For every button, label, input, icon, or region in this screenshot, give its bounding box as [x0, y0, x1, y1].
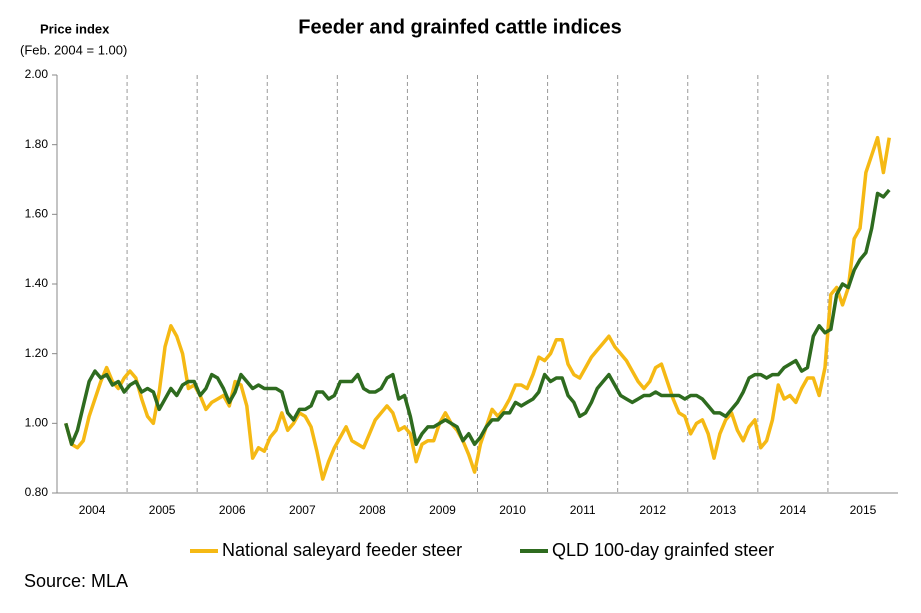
x-tick-label: 2008	[359, 503, 386, 517]
y-tick-label: 1.00	[25, 416, 49, 430]
y-tick-label: 1.60	[25, 207, 49, 221]
x-tick-label: 2004	[79, 503, 106, 517]
x-tick-label: 2011	[570, 503, 596, 517]
x-tick-label: 2013	[709, 503, 736, 517]
legend-label: National saleyard feeder steer	[222, 540, 462, 560]
x-tick-label: 2006	[219, 503, 246, 517]
x-tick-label: 2005	[149, 503, 176, 517]
y-axis-subtitle: (Feb. 2004 = 1.00)	[20, 42, 127, 57]
y-tick-label: 1.40	[25, 276, 49, 290]
x-tick-label: 2009	[429, 503, 456, 517]
x-tick-label: 2014	[780, 503, 807, 517]
legend-label: QLD 100-day grainfed steer	[552, 540, 774, 560]
x-tick-label: 2012	[639, 503, 666, 517]
x-tick-label: 2010	[499, 503, 526, 517]
y-tick-label: 2.00	[25, 67, 49, 81]
series-line	[64, 188, 891, 446]
chart-title: Feeder and grainfed cattle indices	[298, 16, 621, 38]
source-note: Source: MLA	[24, 571, 128, 591]
x-tick-label: 2015	[850, 503, 877, 517]
y-tick-label: 1.20	[25, 346, 49, 360]
y-axis-title: Price index	[40, 21, 110, 36]
y-tick-label: 0.80	[25, 485, 49, 499]
y-tick-label: 1.80	[25, 137, 49, 151]
x-tick-label: 2007	[289, 503, 316, 517]
series-line	[64, 135, 891, 481]
